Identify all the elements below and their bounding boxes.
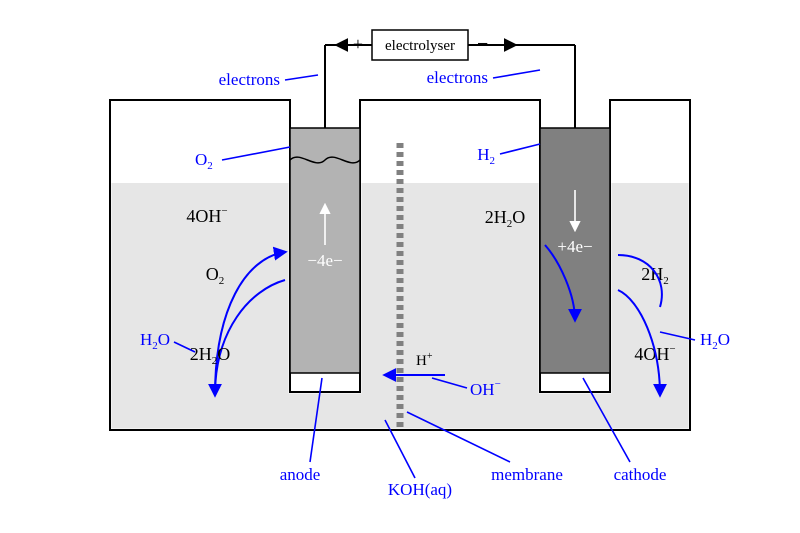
membrane-label: membrane bbox=[491, 465, 563, 484]
anode-electron-label: −4e− bbox=[307, 251, 342, 270]
anode-label: anode bbox=[280, 465, 321, 484]
koh-label: KOH(aq) bbox=[388, 480, 452, 499]
electrons-right-label: electrons bbox=[427, 68, 488, 87]
electrolyser-diagram: −4e− +4e− electrolyser + − electrons ele… bbox=[0, 0, 800, 533]
cathode-label: cathode bbox=[614, 465, 667, 484]
h2o-right-label: H2O bbox=[700, 330, 730, 352]
anode-electrode: −4e− bbox=[290, 128, 360, 373]
title-label: electrolyser bbox=[385, 38, 455, 54]
anode-h2o-label: 2H2O bbox=[190, 344, 231, 367]
terminal-minus: − bbox=[477, 33, 488, 55]
terminal-plus: + bbox=[353, 34, 363, 54]
cathode-electron-label: +4e− bbox=[557, 237, 592, 256]
electrons-left-label: electrons bbox=[219, 70, 280, 89]
cathode-h2o-top: 2H2O bbox=[485, 207, 526, 230]
